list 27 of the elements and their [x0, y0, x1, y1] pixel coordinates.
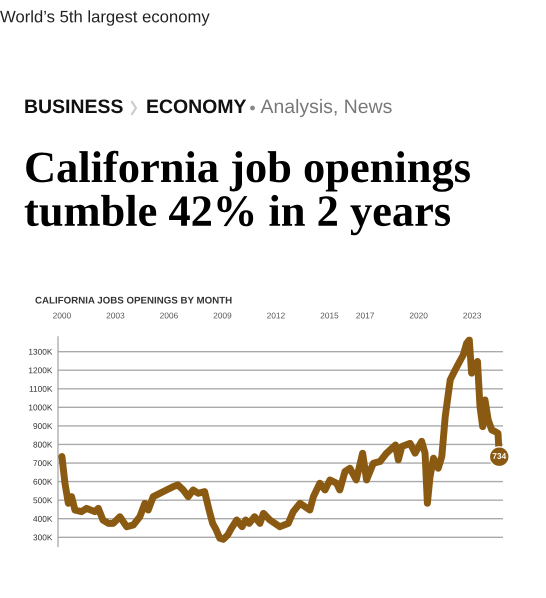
y-tick-label: 800K	[33, 442, 52, 448]
y-tick-label: 1200K	[28, 367, 52, 374]
y-tick-label: 1000K	[28, 404, 52, 410]
y-tick-label: 500K	[33, 497, 52, 504]
x-tick-label: 2015	[320, 312, 338, 318]
chart-subtitle: CALIFORNIA JOBS OPENINGS BY MONTH	[35, 296, 232, 304]
text: BUSINESS	[25, 99, 123, 114]
x-tick-label: 2017	[356, 312, 374, 318]
y-tick-label: 300K	[33, 534, 52, 540]
x-tick-label: 2000	[53, 312, 71, 318]
y-tick-label: 600K	[33, 478, 52, 485]
y-tick-label: 400K	[33, 516, 52, 522]
text: Analysis, News	[260, 98, 392, 118]
y-tick-label: 1300K	[28, 348, 52, 355]
y-tick-label: 700K	[33, 460, 52, 466]
x-tick-label: 2020	[410, 312, 428, 318]
annotation: 734	[492, 453, 506, 459]
text: World’s 5th largest economy	[0, 10, 210, 26]
x-tick-label: 2023	[463, 312, 482, 318]
chart-title: California job openings tumble 42% in 2 years	[24, 150, 470, 236]
x-tick-label: 2006	[160, 312, 178, 318]
x-tick-label: 2012	[267, 312, 285, 318]
x-tick-label: 2003	[106, 312, 124, 318]
text: ECONOMY	[147, 99, 246, 114]
x-tick-label: 2009	[214, 312, 232, 318]
y-tick-label: 900K	[33, 423, 52, 430]
y-tick-label: 1100K	[30, 386, 52, 392]
